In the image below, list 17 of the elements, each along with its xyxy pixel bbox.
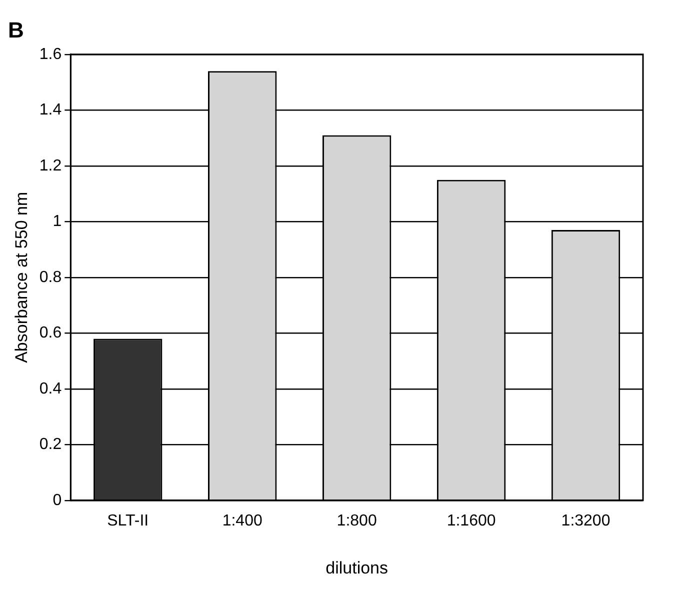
x-tick-label: SLT-II — [107, 512, 149, 530]
chart-title: B — [8, 17, 24, 42]
y-tick-label: 0.8 — [39, 268, 62, 286]
y-tick-label: 0.2 — [39, 436, 62, 454]
x-tick-label: 1:3200 — [561, 512, 610, 530]
x-axis-title: dilutions — [326, 558, 388, 578]
y-tick-label: 1.4 — [39, 102, 62, 119]
y-tick-label: 0.6 — [39, 324, 62, 342]
y-axis-title: Absorbance at 550 nm — [12, 192, 31, 363]
y-tick-label: 0 — [52, 492, 62, 509]
x-tick-label: 1:800 — [336, 512, 377, 530]
y-tick-label: 1 — [52, 213, 62, 230]
x-tick-label: 1:400 — [222, 512, 262, 530]
y-tick-label: 0.4 — [39, 380, 62, 398]
y-tick-label: 1.6 — [39, 46, 62, 63]
x-tick-label: 1:1600 — [446, 512, 496, 530]
y-tick-label: 1.2 — [39, 157, 62, 174]
